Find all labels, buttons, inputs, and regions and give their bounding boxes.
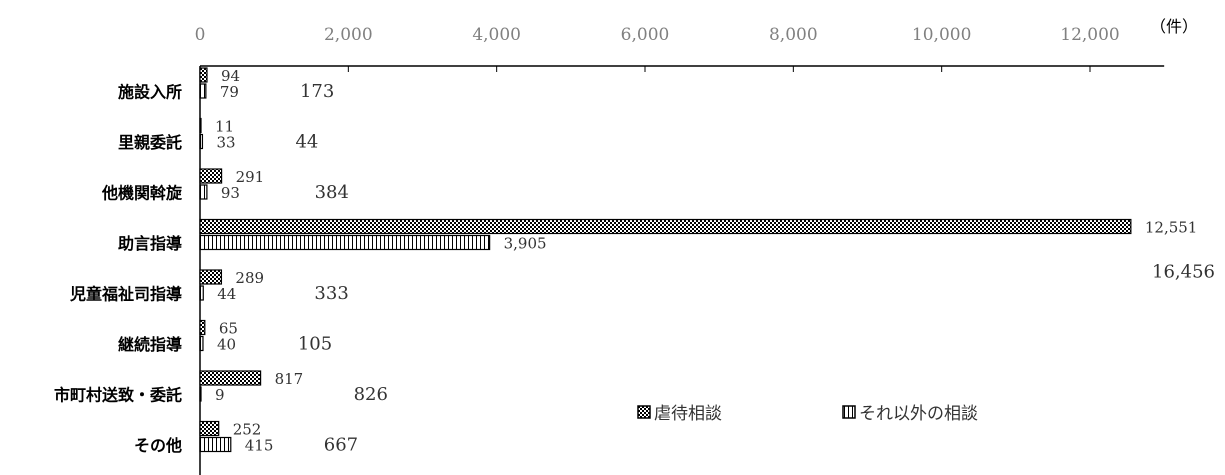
bar — [199, 83, 207, 99]
bar — [199, 168, 223, 184]
total-label: 173 — [300, 81, 334, 102]
value-label: 65 — [219, 320, 238, 338]
bar — [199, 117, 202, 134]
bar — [199, 67, 208, 83]
value-label: 44 — [217, 285, 236, 303]
bar — [199, 133, 204, 150]
legend-label: それ以外の相談 — [859, 404, 978, 424]
category-label: 継続指導 — [118, 335, 182, 354]
bar — [199, 436, 232, 453]
legend-swatch — [637, 405, 651, 419]
value-label: 79 — [220, 83, 239, 101]
value-label: 291 — [236, 168, 265, 186]
legend-label: 虐待相談 — [654, 404, 722, 424]
unit-label: （件） — [1150, 17, 1198, 36]
value-label: 12,551 — [1145, 219, 1198, 237]
category-label: 他機関斡旋 — [101, 183, 183, 202]
legend: 虐待相談 それ以外の相談 — [637, 404, 978, 424]
category-label: 施設入所 — [118, 82, 182, 101]
bar — [199, 335, 204, 352]
category-label: 里親委託 — [118, 133, 182, 152]
total-label: 384 — [315, 182, 349, 203]
total-label: 105 — [298, 334, 332, 355]
x-tick-label: 8,000 — [769, 25, 818, 45]
legend-swatch — [842, 405, 856, 419]
x-tick-label: 10,000 — [912, 25, 971, 45]
x-tick-label: 6,000 — [621, 25, 670, 45]
bar — [199, 319, 206, 336]
bar — [199, 234, 491, 251]
total-label: 16,456 — [1152, 262, 1215, 283]
total-label: 826 — [354, 384, 388, 405]
value-label: 93 — [221, 184, 240, 202]
x-tick-label: 0 — [195, 25, 206, 45]
value-label: 33 — [216, 134, 235, 152]
value-label: 817 — [275, 370, 304, 388]
category-label: 児童福祉司指導 — [69, 284, 182, 303]
value-label: 11 — [215, 118, 234, 136]
value-label: 9 — [215, 386, 225, 404]
category-label: 市町村送致・委託 — [54, 385, 182, 404]
bar — [199, 184, 208, 200]
value-label: 415 — [245, 437, 274, 455]
bars — [199, 67, 1132, 453]
bar — [199, 218, 1132, 235]
x-tick-label: 4,000 — [472, 25, 521, 45]
category-label: その他 — [134, 436, 182, 455]
x-axis: 0 2,000 4,000 6,000 8,000 10,000 12,000 施設入所里親委… — [54, 25, 1165, 475]
category-label: 助言指導 — [118, 234, 182, 253]
bar — [199, 386, 202, 402]
value-label: 40 — [217, 336, 236, 354]
value-label: 252 — [233, 421, 262, 439]
total-label: 333 — [314, 283, 348, 304]
x-tick-label: 2,000 — [324, 25, 373, 45]
total-label: 667 — [324, 435, 358, 456]
bar — [199, 269, 223, 285]
bar — [199, 370, 262, 386]
x-tick-label: 12,000 — [1060, 25, 1119, 45]
value-label: 94 — [221, 67, 240, 85]
total-label: 44 — [295, 132, 318, 153]
value-label: 3,905 — [504, 235, 547, 253]
value-label: 289 — [235, 269, 264, 287]
bar — [199, 420, 220, 437]
bar — [199, 285, 204, 301]
